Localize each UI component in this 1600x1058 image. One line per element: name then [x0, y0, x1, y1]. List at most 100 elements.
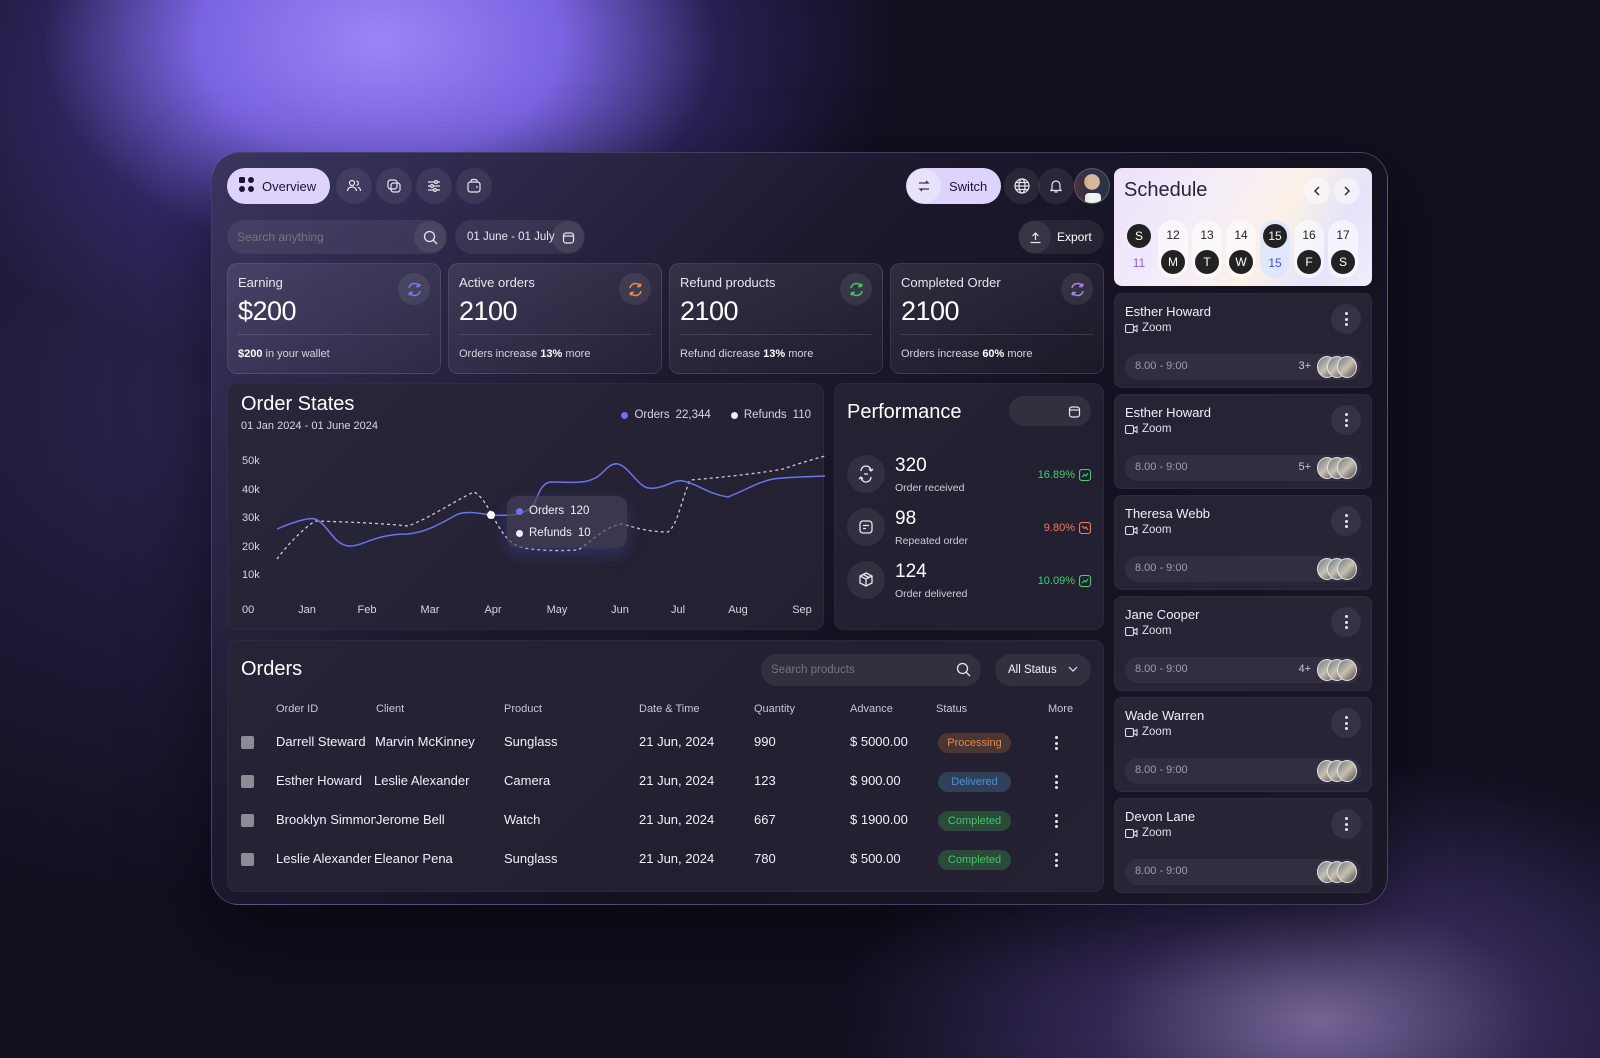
- trend-down-icon: [1079, 522, 1091, 534]
- schedule-event[interactable]: Esther Howard Zoom 8.00 - 9:00 5+: [1114, 394, 1372, 489]
- column-header: Status: [936, 703, 968, 715]
- day-friday-16[interactable]: 16 F: [1294, 220, 1324, 278]
- y-tick: 20k: [242, 541, 260, 553]
- search-products-input[interactable]: [771, 664, 941, 676]
- row-checkbox[interactable]: [241, 814, 254, 827]
- chevron-left-icon: [1314, 186, 1320, 196]
- language-button[interactable]: [1004, 168, 1040, 204]
- day-number: 12: [1166, 228, 1180, 242]
- nav-copy-button[interactable]: [376, 168, 412, 204]
- y-tick: 30k: [242, 512, 260, 524]
- cell-order-id: Leslie Alexander: [276, 851, 372, 866]
- day-number: 14: [1234, 228, 1248, 242]
- day-number: 11: [1132, 256, 1146, 270]
- cell-date: 21 Jun, 2024: [639, 734, 715, 749]
- event-more-button[interactable]: [1331, 405, 1361, 435]
- performance-panel: Performance 320 Order received 16.89% 98…: [834, 383, 1104, 630]
- divider: [459, 334, 651, 335]
- refresh-icon[interactable]: [1061, 273, 1093, 305]
- schedule-event[interactable]: Jane Cooper Zoom 8.00 - 9:00 4+: [1114, 596, 1372, 691]
- stat-card-active-orders: Active orders 2100 Orders increase 13% m…: [448, 263, 662, 374]
- cell-advance: $ 500.00: [850, 851, 901, 866]
- trend-up-icon: [1079, 469, 1091, 481]
- event-more-button[interactable]: [1331, 506, 1361, 536]
- perf-value: 98: [895, 508, 917, 529]
- day-saturday-17[interactable]: 17 S: [1328, 220, 1358, 278]
- date-range-picker[interactable]: 01 June - 01 July: [455, 220, 585, 254]
- row-checkbox[interactable]: [241, 853, 254, 866]
- cell-advance: $ 5000.00: [850, 734, 908, 749]
- search-icon[interactable]: [956, 662, 971, 677]
- divider: [238, 334, 430, 335]
- refresh-icon[interactable]: [840, 273, 872, 305]
- day-number: 16: [1302, 228, 1316, 242]
- row-more-icon[interactable]: [1054, 736, 1058, 750]
- cell-product: Watch: [504, 812, 541, 827]
- user-avatar[interactable]: [1074, 168, 1110, 204]
- nav-filters-button[interactable]: [416, 168, 452, 204]
- bell-icon: [1049, 180, 1063, 193]
- y-tick: 40k: [242, 484, 260, 496]
- schedule-event[interactable]: Theresa Webb Zoom 8.00 - 9:00: [1114, 495, 1372, 590]
- perf-change: 16.89%: [1038, 469, 1091, 481]
- switch-button[interactable]: Switch: [906, 168, 1001, 204]
- nav-overview-button[interactable]: Overview: [227, 168, 331, 204]
- performance-title: Performance: [847, 401, 962, 423]
- attendee-count: 4+: [1298, 663, 1311, 675]
- day-number: 17: [1336, 228, 1350, 242]
- row-more-icon[interactable]: [1054, 853, 1058, 867]
- chart-subtitle: 01 Jan 2024 - 01 June 2024: [241, 420, 379, 432]
- tooltip-orders-dot: [516, 507, 523, 515]
- line-chart-plot[interactable]: [228, 384, 825, 631]
- refresh-icon[interactable]: [619, 273, 651, 305]
- search-products-field[interactable]: [761, 654, 981, 686]
- attendee-avatars: [1317, 861, 1359, 883]
- search-anything-input[interactable]: [237, 230, 407, 244]
- search-icon[interactable]: [414, 221, 446, 253]
- users-icon: [346, 179, 362, 192]
- stat-card-earning: Earning $200 $200 in your wallet: [227, 263, 441, 374]
- day-wednesday-14[interactable]: 14 W: [1226, 220, 1256, 278]
- day-sunday-11[interactable]: S 11: [1124, 220, 1154, 278]
- refresh-icon[interactable]: [398, 273, 430, 305]
- status-badge: Completed: [938, 811, 1011, 831]
- event-more-button[interactable]: [1331, 809, 1361, 839]
- y-tick: 50k: [242, 455, 260, 467]
- divider: [680, 334, 872, 335]
- event-time-bar: 8.00 - 9:00: [1125, 758, 1361, 784]
- row-checkbox[interactable]: [241, 736, 254, 749]
- event-more-button[interactable]: [1331, 607, 1361, 637]
- event-more-button[interactable]: [1331, 708, 1361, 738]
- legend-orders-label: Orders: [634, 409, 670, 421]
- day-monday-12[interactable]: 12 M: [1158, 220, 1188, 278]
- schedule-header: Schedule S 11 12 M 13 T 14 W 15 15 16 F …: [1114, 168, 1372, 286]
- stat-footnote: Orders increase 13% more: [459, 348, 591, 360]
- event-name: Devon Lane: [1125, 809, 1196, 824]
- event-more-button[interactable]: [1331, 304, 1361, 334]
- row-checkbox[interactable]: [241, 775, 254, 788]
- day-tuesday-13[interactable]: 13 T: [1192, 220, 1222, 278]
- notifications-button[interactable]: [1038, 168, 1074, 204]
- row-more-icon[interactable]: [1054, 775, 1058, 789]
- tooltip-orders-label: Orders: [529, 505, 565, 517]
- schedule-event[interactable]: Esther Howard Zoom 8.00 - 9:00 3+: [1114, 293, 1372, 388]
- prev-week-button[interactable]: [1304, 178, 1330, 204]
- stat-title: Active orders: [459, 275, 535, 290]
- next-week-button[interactable]: [1334, 178, 1360, 204]
- search-anything-field[interactable]: [227, 220, 447, 254]
- schedule-event[interactable]: Wade Warren Zoom 8.00 - 9:00: [1114, 697, 1372, 792]
- chevron-right-icon: [1344, 186, 1350, 196]
- nav-wallet-button[interactable]: [456, 168, 492, 204]
- export-button[interactable]: Export: [1018, 220, 1104, 254]
- row-more-icon[interactable]: [1054, 814, 1058, 828]
- cell-date: 21 Jun, 2024: [639, 773, 715, 788]
- schedule-event[interactable]: Devon Lane Zoom 8.00 - 9:00: [1114, 798, 1372, 893]
- day-letter: S: [1127, 224, 1151, 248]
- perf-change: 9.80%: [1044, 522, 1091, 534]
- event-platform: Zoom: [1125, 524, 1171, 536]
- nav-users-button[interactable]: [336, 168, 372, 204]
- status-filter-dropdown[interactable]: All Status: [995, 654, 1091, 686]
- performance-date-picker[interactable]: [1009, 396, 1091, 426]
- x-tick: Jan: [298, 604, 316, 616]
- day-thursday-15-selected[interactable]: 15 15: [1260, 220, 1290, 278]
